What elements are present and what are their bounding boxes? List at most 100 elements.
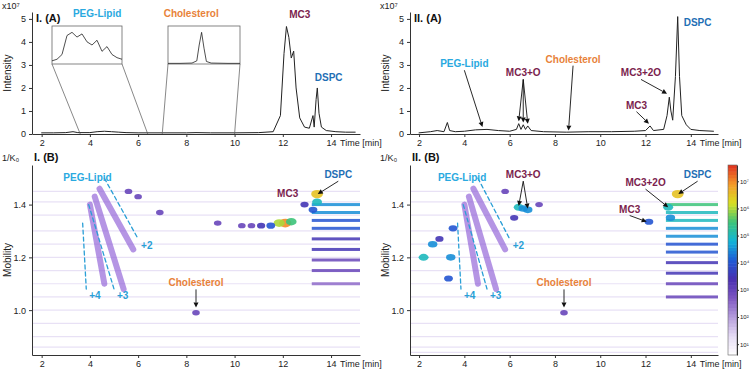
axis-line: [410, 166, 411, 356]
panel-title: II. (B): [412, 151, 440, 163]
streak: [666, 243, 718, 246]
colorbar-cell: [728, 235, 737, 239]
annotation: PEG-Lipid: [73, 8, 121, 19]
spot: [309, 207, 318, 213]
annotation: MC3: [289, 9, 311, 20]
guide-line: [478, 178, 510, 239]
background-streak: [32, 244, 360, 245]
tick-mark: [646, 134, 647, 137]
tick-mark: [737, 317, 739, 318]
panel-title: I. (B): [34, 151, 59, 163]
inset-frame: [52, 26, 122, 64]
tick-label: 1: [399, 106, 404, 116]
tick: 5: [21, 14, 32, 24]
background-streak: [32, 215, 360, 216]
tick-label: 14: [686, 138, 696, 148]
tick-mark: [331, 134, 332, 137]
tick-label: 12: [641, 359, 651, 369]
tick-label: 5: [399, 14, 404, 24]
arrow-head: [562, 303, 567, 308]
tick: 14: [327, 134, 337, 148]
tick-label: 14: [327, 138, 337, 148]
tick: 0: [21, 129, 32, 139]
streak: [666, 251, 718, 254]
colorbar-cell: [728, 327, 737, 331]
background-streak: [410, 230, 718, 231]
annotation: MC3+2O: [625, 177, 666, 188]
streak: [312, 282, 360, 285]
inset-connector: [52, 64, 80, 134]
spot: [672, 190, 684, 198]
arrow-head: [318, 189, 324, 194]
tick-label: 3: [21, 60, 26, 70]
tick: 2: [417, 355, 422, 369]
tick-mark: [737, 290, 739, 291]
spot: [311, 190, 323, 198]
colorbar-cell: [728, 251, 737, 255]
tick-mark: [331, 355, 332, 358]
colorbar: 10¹10²10³10⁴10⁵10⁶10⁷: [728, 165, 750, 356]
colorbar-cell: [728, 317, 737, 321]
arrow-head: [521, 117, 526, 122]
annotation: DSPC: [684, 169, 712, 180]
background-streak: [410, 270, 718, 271]
tick-mark: [737, 208, 739, 209]
spot: [501, 189, 509, 194]
spot: [510, 215, 518, 221]
streak: [312, 219, 360, 222]
series-label: +3: [117, 290, 129, 301]
axis-line: [32, 166, 33, 356]
tick-mark: [407, 42, 410, 43]
tick-mark: [555, 355, 556, 358]
axis-line: [33, 134, 361, 135]
x-axis-title: Time [min]: [700, 359, 742, 369]
colorbar-cell: [728, 197, 737, 201]
background-streak: [32, 191, 360, 192]
tick-mark: [29, 257, 32, 258]
spot: [134, 194, 142, 199]
tick: 3: [21, 60, 32, 70]
guide-line: [83, 223, 87, 289]
series-label: +3: [490, 290, 502, 301]
spot: [446, 254, 455, 261]
annotation-arrow: [519, 79, 523, 116]
colorbar-cell: [728, 171, 737, 175]
annotation: Cholesterol: [546, 54, 601, 65]
colorbar-cell: [728, 194, 737, 198]
tick-label: 6: [508, 359, 513, 369]
background-streak: [410, 244, 718, 245]
tick-label: 8: [553, 138, 558, 148]
tick-label: 10⁴: [740, 260, 750, 266]
colorbar-cell: [728, 184, 737, 188]
background-streak: [410, 346, 718, 347]
spot: [435, 236, 443, 242]
panel-title: II. (A): [414, 12, 442, 24]
tick-label: 1.2: [391, 253, 404, 263]
arrow-head: [524, 203, 529, 208]
streak: [312, 248, 360, 251]
background-streak: [410, 201, 718, 202]
annotation: DSPC: [684, 17, 712, 28]
colorbar-frame: [728, 165, 737, 355]
tick: 5: [399, 14, 410, 24]
tick: 6: [508, 355, 513, 369]
colorbar-cell: [728, 311, 737, 315]
background-streak: [32, 201, 360, 202]
tick-mark: [407, 19, 410, 20]
tick-label: 6: [136, 359, 141, 369]
inset: [162, 26, 240, 134]
tick-mark: [186, 134, 187, 137]
tick: 10: [230, 134, 240, 148]
colorbar-cell: [728, 298, 737, 302]
tick: 8: [184, 134, 189, 148]
colorbar-cell: [728, 244, 737, 248]
tick-label: 2: [417, 359, 422, 369]
streak: [666, 272, 718, 275]
tick-mark: [283, 355, 284, 358]
tick-label: 2: [40, 138, 45, 148]
annotation: MC3: [626, 100, 648, 111]
tick: 10⁷: [737, 179, 749, 185]
streak: [666, 211, 718, 214]
tick-mark: [419, 134, 420, 137]
annotation: MC3+2O: [621, 67, 662, 78]
